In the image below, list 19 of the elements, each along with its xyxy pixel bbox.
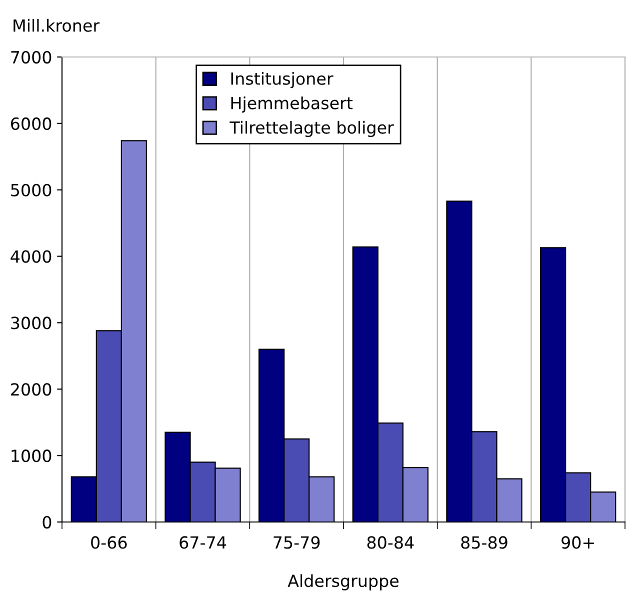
y-tick-label: 7000 (11, 50, 52, 64)
x-tick-label: 0-66 (91, 536, 127, 549)
x-tick-label: 67-74 (180, 536, 226, 549)
x-tick-label: 85-89 (461, 536, 508, 549)
x-tick-label: 75-79 (274, 536, 320, 549)
y-tick-label: 0 (42, 516, 52, 529)
y-tick-label: 5000 (11, 184, 52, 196)
x-tick-label: 80-84 (367, 536, 414, 549)
y-tick-label: 1000 (12, 450, 52, 462)
legend-label: Hjemmebasert (231, 96, 353, 113)
y-tick-label: 6000 (11, 117, 52, 130)
y-tick-label: 3000 (11, 316, 52, 330)
x-axis-title: Aldersgruppe (288, 574, 399, 590)
y-tick-label: 4000 (10, 250, 52, 263)
legend-label: Institusjoner (231, 72, 334, 88)
legend-label: Tilrettelagte boliger (230, 120, 394, 138)
y-axis-title: Mill.kroner (14, 18, 100, 32)
y-tick-label: 2000 (11, 383, 52, 396)
x-tick-label: 90+ (562, 536, 594, 549)
